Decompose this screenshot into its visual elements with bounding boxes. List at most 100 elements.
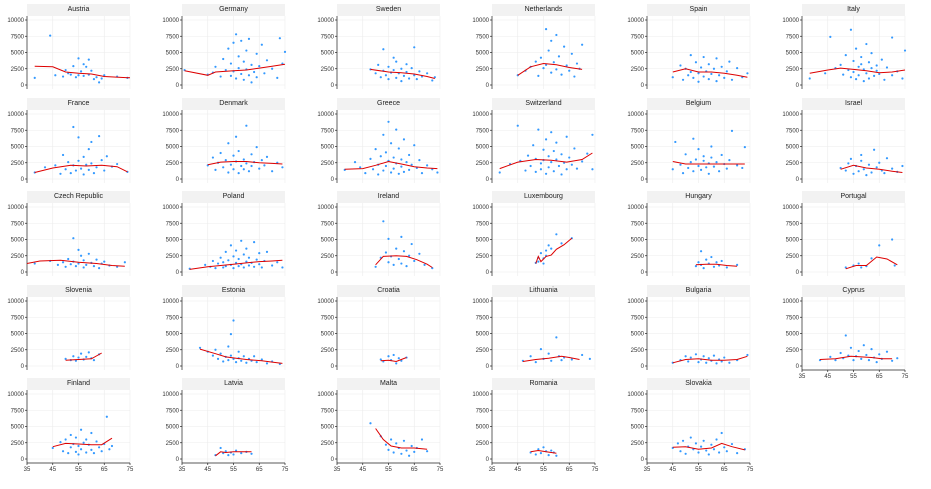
data-point	[123, 261, 126, 264]
data-point	[715, 438, 718, 441]
y-tick-label: 7500	[476, 34, 490, 40]
y-tick-label: 7500	[11, 408, 25, 414]
trend-line	[52, 437, 113, 448]
data-point	[532, 143, 535, 146]
y-tick-label: 7500	[786, 34, 800, 40]
data-point	[697, 360, 700, 363]
data-point	[250, 452, 253, 455]
y-tick-label: 7500	[166, 34, 180, 40]
trend-line	[199, 348, 283, 364]
data-point	[245, 361, 248, 364]
facet-plot: 0 2500 5000 7500 10000	[162, 203, 286, 276]
data-point	[573, 75, 576, 78]
data-point	[410, 67, 413, 70]
data-point	[255, 76, 258, 79]
data-point	[79, 167, 83, 170]
data-point	[743, 145, 746, 148]
data-point	[591, 167, 594, 170]
x-tick-label: 55	[230, 467, 237, 473]
y-tick-label: 0	[176, 177, 180, 183]
y-tick-label: 5000	[321, 238, 335, 244]
data-point	[92, 358, 96, 361]
data-point	[92, 78, 96, 81]
data-point	[870, 67, 873, 70]
y-tick-label: 5000	[476, 144, 490, 150]
data-point	[400, 157, 403, 161]
y-tick-label: 5000	[321, 331, 335, 337]
y-tick-label: 7500	[166, 221, 180, 227]
y-tick-label: 7500	[631, 128, 645, 134]
data-point	[544, 137, 548, 140]
data-point	[418, 70, 421, 73]
data-point	[392, 56, 395, 59]
data-point	[77, 74, 80, 77]
data-point	[870, 52, 873, 55]
x-tick-label: 75	[902, 374, 909, 380]
data-point	[72, 237, 75, 240]
data-point	[408, 454, 411, 457]
data-point	[426, 72, 429, 75]
data-point	[865, 173, 868, 176]
data-point	[69, 433, 72, 437]
data-point	[237, 67, 240, 70]
data-point	[875, 165, 878, 168]
data-point	[849, 157, 853, 160]
data-point	[82, 155, 85, 158]
data-point	[359, 165, 362, 168]
data-point	[410, 444, 413, 448]
data-point	[413, 74, 416, 77]
y-tick-label: 10000	[317, 299, 334, 305]
y-tick-label: 5000	[166, 331, 180, 337]
data-point	[227, 259, 230, 262]
y-tick-label: 10000	[782, 205, 799, 211]
data-point	[529, 354, 532, 357]
facet-plot: 0 2500 5000 7500 10000 35 45 55 65 75	[782, 296, 909, 380]
data-point	[98, 446, 101, 449]
data-point	[255, 145, 258, 148]
data-point	[384, 164, 388, 167]
data-point	[79, 352, 83, 355]
y-tick-label: 2500	[631, 441, 645, 447]
y-tick-label: 2500	[166, 441, 180, 447]
y-tick-label: 10000	[782, 299, 799, 305]
data-point	[72, 354, 75, 357]
data-point	[852, 358, 855, 361]
data-point	[891, 238, 894, 241]
y-tick-label: 7500	[166, 408, 180, 414]
y-tick-label: 5000	[166, 238, 180, 244]
y-tick-label: 5000	[631, 144, 645, 150]
data-point	[539, 452, 543, 455]
data-point	[389, 141, 393, 144]
data-point	[544, 249, 548, 252]
data-point	[547, 352, 550, 355]
data-point	[33, 76, 36, 79]
data-point	[260, 357, 263, 361]
facet-title: Cyprus	[802, 284, 905, 297]
data-point	[253, 354, 256, 357]
data-point	[736, 163, 739, 166]
facet-plot: 0 2500 5000 7500 10000 35 45 55 65 75	[162, 390, 289, 473]
data-point	[92, 265, 96, 268]
y-tick-label: 0	[486, 457, 490, 463]
data-point	[74, 359, 78, 362]
y-tick-label: 5000	[786, 238, 800, 244]
x-tick-label: 75	[747, 467, 754, 473]
data-point	[211, 259, 214, 263]
data-point	[77, 57, 80, 60]
data-point	[725, 167, 728, 170]
data-point	[87, 58, 90, 61]
data-point	[539, 347, 543, 350]
y-tick-label: 2500	[11, 254, 25, 260]
y-tick-label: 0	[641, 177, 645, 183]
data-point	[64, 167, 67, 170]
data-point	[565, 135, 568, 138]
data-point	[565, 167, 568, 170]
data-point	[64, 68, 67, 72]
trend-line	[809, 67, 906, 74]
data-point	[705, 258, 708, 261]
data-point	[222, 57, 225, 61]
y-tick-label: 7500	[476, 315, 490, 321]
data-point	[389, 438, 393, 441]
data-point	[374, 72, 377, 75]
x-tick-label: 65	[566, 467, 573, 473]
